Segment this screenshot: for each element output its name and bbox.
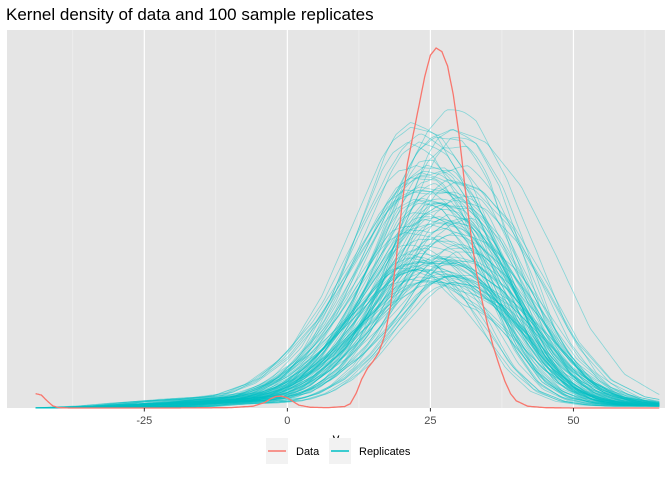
replicate-line (35, 264, 660, 409)
replicate-line (35, 133, 660, 409)
replicate-line (35, 244, 660, 409)
replicate-line (35, 275, 660, 409)
replicate-line (35, 169, 660, 409)
replicate-line (35, 189, 660, 409)
replicate-line (35, 279, 660, 409)
x-axis: -25 0 25 50 (136, 408, 580, 427)
replicate-line (35, 212, 660, 409)
replicate-line (35, 179, 660, 409)
replicate-line (35, 126, 660, 409)
x-tick-label: -25 (136, 415, 152, 427)
replicate-line (35, 218, 660, 409)
gridlines (72, 30, 646, 408)
replicate-line (35, 170, 660, 409)
replicate-line (35, 244, 660, 409)
x-tick-label: 0 (284, 415, 290, 427)
chart-title: Kernel density of data and 100 sample re… (6, 5, 374, 24)
replicate-line (35, 219, 660, 409)
replicate-line (35, 271, 660, 409)
replicate-line (35, 261, 660, 409)
replicate-line (35, 109, 660, 409)
replicate-line (35, 129, 660, 409)
replicate-line (35, 260, 660, 409)
replicate-line (35, 268, 660, 409)
replicate-line (35, 223, 660, 409)
replicate-line (35, 244, 660, 409)
replicate-line (35, 202, 660, 409)
replicate-line (35, 208, 660, 409)
replicate-line (35, 216, 660, 409)
replicate-line (35, 264, 660, 409)
x-tick-label: 25 (424, 415, 436, 427)
replicate-line (35, 253, 660, 409)
replicate-line (35, 259, 660, 409)
replicate-line (35, 268, 660, 409)
replicate-line (35, 188, 660, 409)
legend-label-replicates: Replicates (359, 446, 411, 458)
replicate-line (35, 191, 660, 408)
replicate-line (35, 256, 660, 409)
replicate-line (35, 281, 660, 409)
replicate-line (35, 141, 660, 409)
replicate-line (35, 122, 660, 409)
replicate-line (35, 281, 660, 409)
replicate-line (35, 199, 660, 409)
replicate-line (35, 268, 660, 409)
replicate-line (35, 276, 660, 409)
replicate-line (35, 257, 660, 409)
replicate-line (35, 136, 660, 409)
replicate-line (35, 198, 660, 409)
replicate-line (35, 260, 660, 409)
replicate-line (35, 164, 660, 409)
data-line (35, 47, 660, 409)
replicate-line (35, 275, 660, 409)
replicate-line (35, 176, 660, 409)
replicate-line (35, 189, 660, 408)
replicate-line (35, 141, 660, 409)
replicate-line (35, 232, 660, 409)
replicate-line (35, 222, 660, 409)
legend-label-data: Data (296, 446, 320, 458)
replicate-line (35, 260, 660, 409)
replicate-line (35, 199, 660, 409)
legend: Data Replicates (266, 438, 411, 464)
replicate-line (35, 248, 660, 409)
replicate-line (35, 201, 660, 409)
data-series (35, 47, 660, 409)
replicate-line (35, 234, 660, 409)
replicate-line (35, 177, 660, 409)
replicate-line (35, 262, 660, 409)
x-tick-label: 50 (567, 415, 579, 427)
replicate-line (35, 232, 660, 409)
replicate-line (35, 279, 660, 409)
replicate-line (35, 165, 660, 409)
replicate-line (35, 172, 660, 409)
plot-panel (7, 30, 665, 408)
replicate-line (35, 186, 660, 409)
replicate-line (35, 273, 660, 409)
